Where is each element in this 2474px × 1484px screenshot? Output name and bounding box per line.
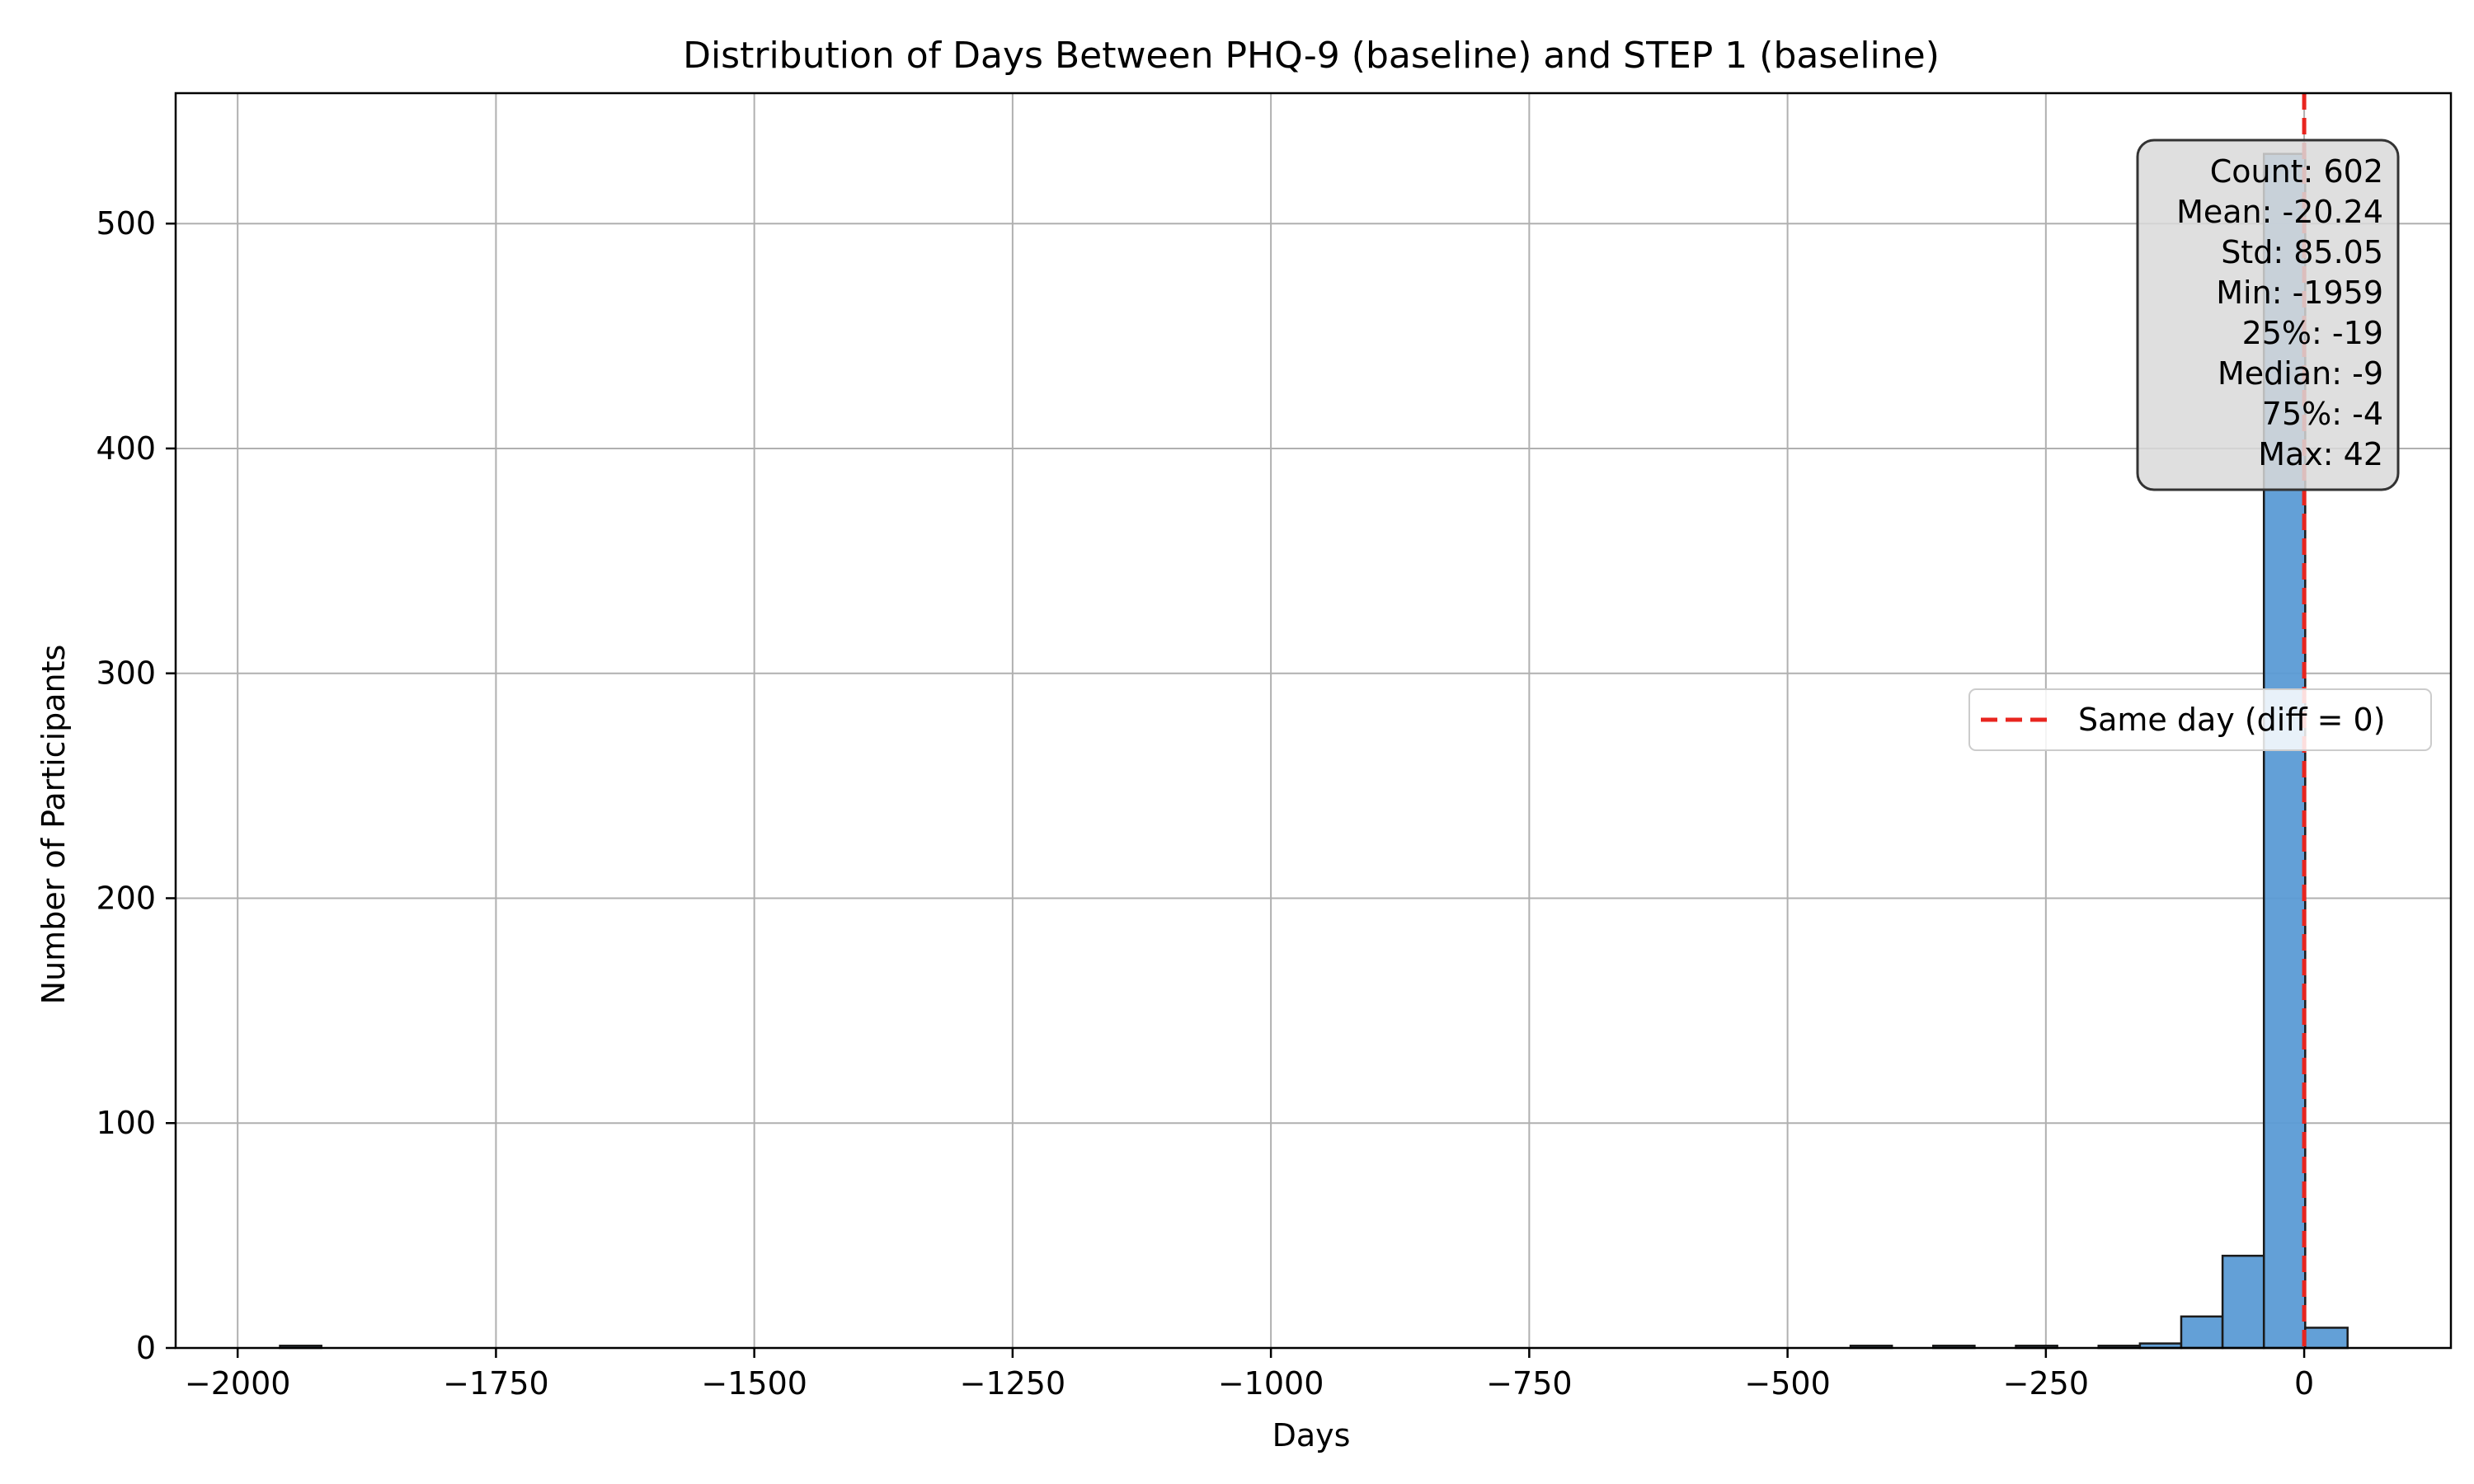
y-tick-label-0: 0 bbox=[136, 1330, 156, 1366]
x-tick-label-1: −1750 bbox=[443, 1365, 549, 1402]
x-tick-label-8: 0 bbox=[2294, 1365, 2314, 1402]
y-axis-label: Number of Participants bbox=[35, 645, 72, 1005]
y-tick-label-1: 100 bbox=[96, 1105, 156, 1141]
x-tick-label-0: −2000 bbox=[185, 1365, 291, 1402]
x-axis-label: Days bbox=[1272, 1417, 1351, 1453]
y-tick-label-2: 200 bbox=[96, 880, 156, 916]
stats-line-2: Std: 85.05 bbox=[2221, 234, 2383, 270]
y-tick-label-3: 300 bbox=[96, 655, 156, 692]
stats-line-7: Max: 42 bbox=[2258, 436, 2383, 472]
chart-title: Distribution of Days Between PHQ-9 (base… bbox=[683, 35, 1940, 77]
legend: Same day (diff = 0) bbox=[1968, 688, 2432, 751]
histogram-bar-7 bbox=[2221, 1254, 2265, 1350]
stats-line-4: 25%: -19 bbox=[2242, 315, 2383, 351]
x-tick-label-7: −250 bbox=[2003, 1365, 2089, 1402]
y-ticks-layer: 0 100 200 300 400 500 bbox=[96, 205, 176, 1366]
x-tick-label-3: −1250 bbox=[960, 1365, 1066, 1402]
histogram-bar-9 bbox=[2304, 1327, 2349, 1350]
plot-frame bbox=[174, 92, 2453, 1350]
stats-line-1: Mean: -20.24 bbox=[2176, 194, 2383, 230]
x-tick-label-4: −1000 bbox=[1218, 1365, 1324, 1402]
stats-lines: Count: 602 Mean: -20.24 Std: 85.05 Min: -19… bbox=[2176, 153, 2383, 472]
legend-box bbox=[1968, 688, 2432, 751]
y-tick-label-5: 500 bbox=[96, 205, 156, 242]
x-ticks-layer: −2000 −1750 −1500 −1250 −1000 −750 −500 −250 0 bbox=[185, 1348, 2314, 1402]
histogram-bar-6 bbox=[2180, 1315, 2224, 1350]
x-tick-label-2: −1500 bbox=[701, 1365, 807, 1402]
y-tick-label-4: 400 bbox=[96, 430, 156, 467]
stats-line-0: Count: 602 bbox=[2210, 153, 2383, 190]
stats-box-background bbox=[2136, 139, 2400, 491]
legend-entry-label: Same day (diff = 0) bbox=[2078, 702, 2386, 738]
stats-line-5: Median: -9 bbox=[2218, 355, 2383, 392]
stats-line-3: Min: -1959 bbox=[2216, 275, 2383, 311]
stats-box: Count: 602 Mean: -20.24 Std: 85.05 Min: -19… bbox=[2136, 139, 2400, 491]
x-tick-label-5: −750 bbox=[1486, 1365, 1572, 1402]
stats-line-6: 75%: -4 bbox=[2262, 396, 2383, 432]
x-tick-label-6: −500 bbox=[1744, 1365, 1830, 1402]
